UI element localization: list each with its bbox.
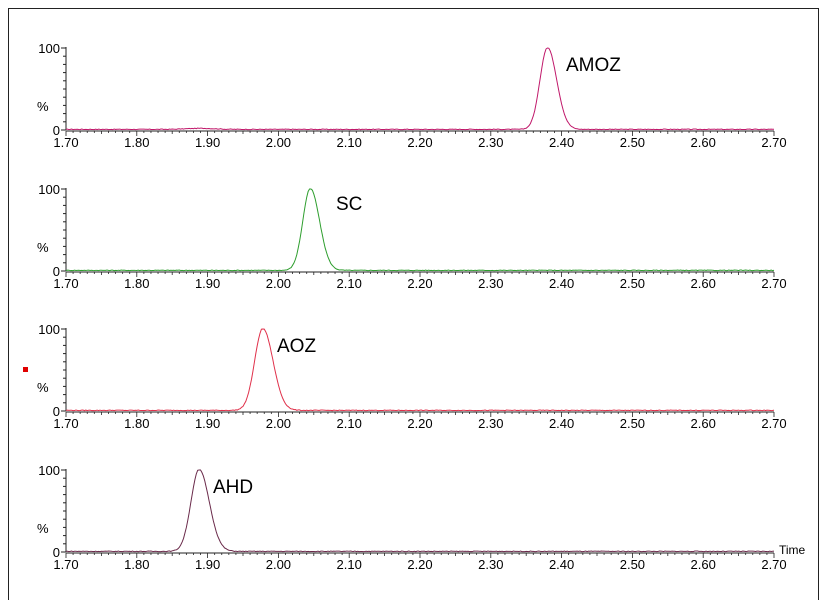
x-tick-label: 2.50 bbox=[620, 276, 645, 291]
x-tick-label: 2.50 bbox=[620, 135, 645, 150]
y-tick-label: 100 bbox=[38, 322, 60, 337]
x-tick-label: 1.80 bbox=[124, 276, 149, 291]
y-axis-label: % bbox=[37, 99, 49, 114]
x-tick-label: 1.80 bbox=[124, 416, 149, 431]
x-tick-label: 2.70 bbox=[761, 276, 786, 291]
y-axis-label: % bbox=[37, 521, 49, 536]
x-tick-label: 2.20 bbox=[407, 135, 432, 150]
x-tick-label: 1.90 bbox=[195, 416, 220, 431]
x-tick-label: 2.30 bbox=[478, 557, 503, 572]
x-tick-label: 1.90 bbox=[195, 557, 220, 572]
x-tick-label: 2.60 bbox=[691, 557, 716, 572]
x-tick-label: 1.70 bbox=[53, 557, 78, 572]
x-tick-label: 2.10 bbox=[337, 416, 362, 431]
x-tick-label: 2.60 bbox=[691, 416, 716, 431]
x-tick-label: 2.40 bbox=[549, 557, 574, 572]
x-tick-label: 2.00 bbox=[266, 557, 291, 572]
y-tick-label: 100 bbox=[38, 41, 60, 56]
x-tick-label: 2.00 bbox=[266, 276, 291, 291]
x-tick-label: 2.70 bbox=[761, 135, 786, 150]
chart-frame bbox=[8, 8, 819, 600]
x-tick-label: 2.00 bbox=[266, 416, 291, 431]
x-tick-label: 2.50 bbox=[620, 416, 645, 431]
peak-label: SC bbox=[336, 194, 362, 215]
x-tick-label: 1.70 bbox=[53, 276, 78, 291]
series-line bbox=[65, 47, 775, 131]
x-tick-label: 2.10 bbox=[337, 135, 362, 150]
peak-label: AMOZ bbox=[566, 55, 621, 76]
y-tick-label: 0 bbox=[53, 264, 60, 279]
y-tick-label: 0 bbox=[53, 404, 60, 419]
x-tick-label: 2.40 bbox=[549, 135, 574, 150]
x-axis-label: Time bbox=[779, 543, 806, 557]
x-tick-label: 2.70 bbox=[761, 557, 786, 572]
x-tick-label: 2.40 bbox=[549, 416, 574, 431]
x-tick-label: 1.70 bbox=[53, 135, 78, 150]
x-tick-label: 1.90 bbox=[195, 135, 220, 150]
y-tick-label: 100 bbox=[38, 182, 60, 197]
peak-label: AHD bbox=[213, 477, 253, 498]
peak-label: AOZ bbox=[277, 336, 316, 357]
x-tick-label: 2.30 bbox=[478, 135, 503, 150]
x-tick-label: 2.50 bbox=[620, 557, 645, 572]
x-tick-label: 2.10 bbox=[337, 557, 362, 572]
x-tick-label: 2.30 bbox=[478, 276, 503, 291]
x-tick-label: 1.90 bbox=[195, 276, 220, 291]
x-tick-label: 1.80 bbox=[124, 557, 149, 572]
series-line bbox=[65, 469, 775, 553]
x-tick-label: 2.70 bbox=[761, 416, 786, 431]
series-line bbox=[65, 328, 775, 412]
red-square-marker bbox=[23, 367, 28, 372]
y-axis-label: % bbox=[37, 380, 49, 395]
y-axis-label: % bbox=[37, 240, 49, 255]
x-tick-label: 1.70 bbox=[53, 416, 78, 431]
x-tick-label: 1.80 bbox=[124, 135, 149, 150]
x-tick-label: 2.40 bbox=[549, 276, 574, 291]
x-tick-label: 2.60 bbox=[691, 135, 716, 150]
x-tick-label: 2.30 bbox=[478, 416, 503, 431]
series-line bbox=[65, 188, 775, 272]
y-tick-label: 0 bbox=[53, 123, 60, 138]
x-tick-label: 2.20 bbox=[407, 276, 432, 291]
x-tick-label: 2.00 bbox=[266, 135, 291, 150]
y-tick-label: 100 bbox=[38, 463, 60, 478]
x-tick-label: 2.20 bbox=[407, 416, 432, 431]
y-tick-label: 0 bbox=[53, 545, 60, 560]
x-tick-label: 2.60 bbox=[691, 276, 716, 291]
x-tick-label: 2.10 bbox=[337, 276, 362, 291]
x-tick-label: 2.20 bbox=[407, 557, 432, 572]
